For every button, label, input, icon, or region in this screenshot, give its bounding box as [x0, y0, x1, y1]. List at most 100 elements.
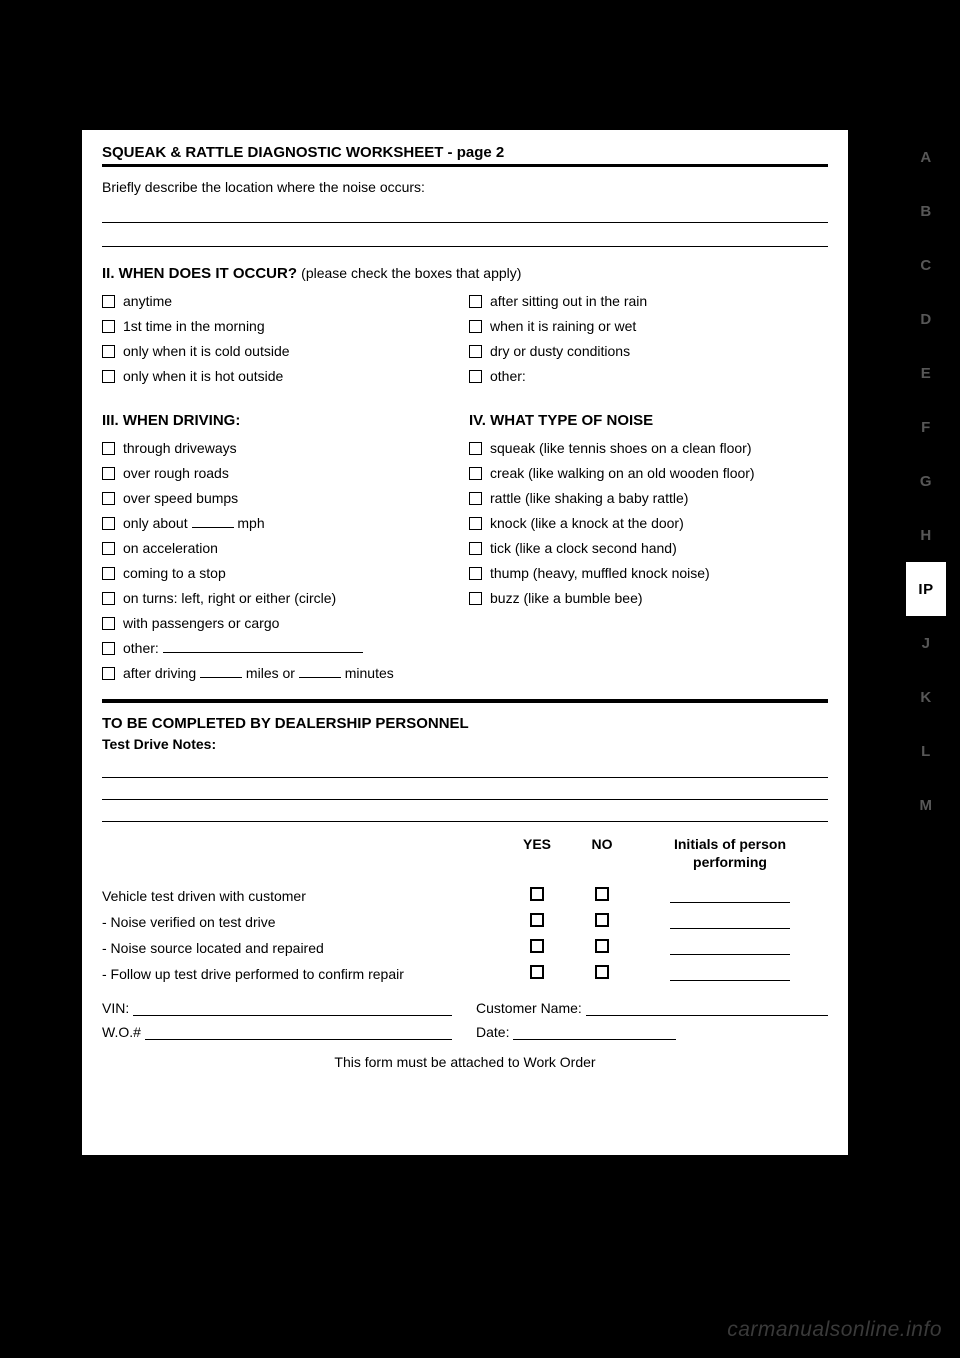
checkbox-icon[interactable] [595, 887, 609, 901]
location-line-1[interactable] [102, 201, 828, 223]
checkbox-icon[interactable] [102, 542, 115, 555]
checkbox-icon[interactable] [530, 913, 544, 927]
yn-row-followup: - Follow up test drive performed to conf… [102, 965, 828, 982]
yn-header: YES NO Initials of person performing [102, 836, 828, 871]
checkbox-icon[interactable] [469, 442, 482, 455]
ck-label: through driveways [123, 441, 237, 455]
wo-line[interactable] [145, 1026, 452, 1040]
ck-dry-dusty: dry or dusty conditions [469, 344, 828, 358]
col-init-l1: Initials of person [674, 836, 786, 852]
section-2-heading: II. WHEN DOES IT OCCUR? (please check th… [102, 265, 828, 282]
minutes-blank[interactable] [299, 666, 341, 678]
dealer-heading: TO BE COMPLETED BY DEALERSHIP PERSONNEL [102, 715, 828, 732]
checkbox-icon[interactable] [469, 295, 482, 308]
ck-label: knock (like a knock at the door) [490, 516, 684, 530]
tab-f[interactable]: F [906, 400, 946, 454]
ck-on-turns: on turns: left, right or either (circle) [102, 591, 461, 605]
other-driving-blank[interactable] [163, 641, 363, 653]
initials-line[interactable] [670, 915, 790, 929]
ck-label: 1st time in the morning [123, 319, 265, 333]
section-3-4-headings: III. WHEN DRIVING: IV. WHAT TYPE OF NOIS… [102, 394, 828, 441]
ck-first-morning: 1st time in the morning [102, 319, 461, 333]
ck-other-when: other: [469, 369, 828, 383]
tab-c[interactable]: C [906, 238, 946, 292]
date-line[interactable] [513, 1026, 676, 1040]
customer-cell: Customer Name: [476, 1000, 828, 1016]
ck-buzz: buzz (like a bumble bee) [469, 591, 828, 605]
checkbox-icon[interactable] [469, 345, 482, 358]
checkbox-icon[interactable] [530, 939, 544, 953]
checkbox-icon[interactable] [102, 295, 115, 308]
ck-label: after driving miles or minutes [123, 666, 394, 680]
title-row: SQUEAK & RATTLE DIAGNOSTIC WORKSHEET - p… [102, 144, 828, 167]
page-title: SQUEAK & RATTLE DIAGNOSTIC WORKSHEET - p… [102, 144, 504, 161]
ck-only-about-mph: only about mph [102, 516, 461, 530]
tab-b[interactable]: B [906, 184, 946, 238]
checkbox-icon[interactable] [102, 492, 115, 505]
test-drive-notes-label: Test Drive Notes: [102, 736, 828, 752]
notes-line-2[interactable] [102, 780, 828, 800]
checkbox-icon[interactable] [102, 642, 115, 655]
checkbox-icon[interactable] [595, 965, 609, 979]
section-2-title: II. WHEN DOES IT OCCUR? [102, 265, 297, 282]
checkbox-icon[interactable] [102, 617, 115, 630]
tab-ip[interactable]: IP [906, 562, 946, 616]
ck-on-accel: on acceleration [102, 541, 461, 555]
tab-e[interactable]: E [906, 346, 946, 400]
col-yes: YES [502, 836, 572, 852]
checkbox-icon[interactable] [102, 592, 115, 605]
ck-label: dry or dusty conditions [490, 344, 630, 358]
tab-g[interactable]: G [906, 454, 946, 508]
tab-d[interactable]: D [906, 292, 946, 346]
ck-label: over speed bumps [123, 491, 238, 505]
tab-a[interactable]: A [906, 130, 946, 184]
checkbox-icon[interactable] [469, 542, 482, 555]
notes-line-3[interactable] [102, 802, 828, 822]
checkbox-icon[interactable] [102, 667, 115, 680]
mph-blank[interactable] [192, 516, 234, 528]
checkbox-icon[interactable] [530, 965, 544, 979]
checkbox-icon[interactable] [102, 442, 115, 455]
customer-line[interactable] [586, 1002, 828, 1016]
checkbox-icon[interactable] [469, 517, 482, 530]
ck-label: only about mph [123, 516, 265, 530]
checkbox-icon[interactable] [102, 467, 115, 480]
checkbox-icon[interactable] [102, 320, 115, 333]
ck-label: anytime [123, 294, 172, 308]
tab-j[interactable]: J [906, 616, 946, 670]
vin-line[interactable] [133, 1002, 452, 1016]
miles-blank[interactable] [200, 666, 242, 678]
ck-label: tick (like a clock second hand) [490, 541, 677, 555]
ck-anytime: anytime [102, 294, 461, 308]
checkbox-icon[interactable] [595, 939, 609, 953]
tab-h[interactable]: H [906, 508, 946, 562]
initials-line[interactable] [670, 889, 790, 903]
tab-m[interactable]: M [906, 778, 946, 832]
ck-label: buzz (like a bumble bee) [490, 591, 643, 605]
checkbox-icon[interactable] [102, 567, 115, 580]
vin-label: VIN: [102, 1000, 129, 1016]
checkbox-icon[interactable] [469, 370, 482, 383]
ck-label: only when it is hot outside [123, 369, 283, 383]
initials-line[interactable] [670, 967, 790, 981]
ck-label: over rough roads [123, 466, 229, 480]
yn-label: - Noise verified on test drive [102, 914, 502, 930]
notes-line-1[interactable] [102, 758, 828, 778]
checkbox-icon[interactable] [469, 492, 482, 505]
tab-l[interactable]: L [906, 724, 946, 778]
checkbox-icon[interactable] [469, 320, 482, 333]
checkbox-icon[interactable] [530, 887, 544, 901]
yn-label: Vehicle test driven with customer [102, 888, 502, 904]
checkbox-icon[interactable] [102, 345, 115, 358]
checkbox-icon[interactable] [469, 467, 482, 480]
checkbox-icon[interactable] [469, 592, 482, 605]
initials-line[interactable] [670, 941, 790, 955]
location-line-2[interactable] [102, 225, 828, 247]
checkbox-icon[interactable] [595, 913, 609, 927]
worksheet-page: SQUEAK & RATTLE DIAGNOSTIC WORKSHEET - p… [82, 130, 848, 1155]
checkbox-icon[interactable] [102, 370, 115, 383]
checkbox-icon[interactable] [102, 517, 115, 530]
tab-k[interactable]: K [906, 670, 946, 724]
divider-rule [102, 699, 828, 703]
checkbox-icon[interactable] [469, 567, 482, 580]
